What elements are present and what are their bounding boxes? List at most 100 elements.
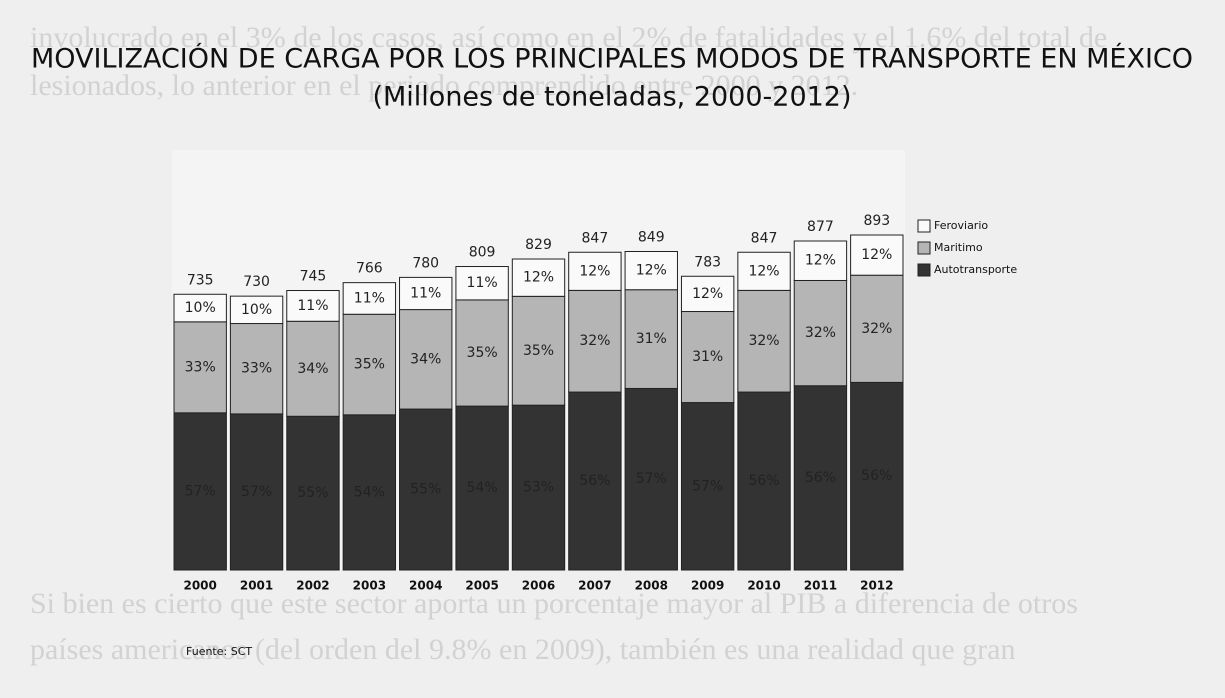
- data-label: 32%: [748, 333, 779, 349]
- data-label: 11%: [354, 290, 385, 306]
- x-tick-label: 2009: [691, 579, 724, 593]
- total-label: 783: [694, 254, 721, 270]
- total-label: 730: [243, 274, 270, 290]
- x-tick-label: 2008: [635, 579, 668, 593]
- bar-segment: [399, 276, 453, 311]
- total-label: 735: [187, 272, 214, 288]
- bar-segment: [680, 275, 735, 313]
- background-text: lesionados, lo anterior en el periodo co…: [30, 69, 858, 102]
- bar-segment: [737, 391, 791, 571]
- data-label: 31%: [636, 331, 667, 347]
- data-label: 35%: [523, 343, 554, 359]
- bar-segment: [793, 240, 848, 281]
- x-tick-label: 2005: [465, 579, 498, 593]
- data-label: 31%: [692, 349, 723, 365]
- bar-segment: [850, 234, 904, 276]
- bar-segment: [793, 385, 848, 571]
- bar-segment: [568, 391, 622, 571]
- data-label: 33%: [241, 361, 272, 377]
- chart-subtitle: (Millones de toneladas, 2000-2012): [372, 82, 851, 113]
- bar-segment: [511, 258, 566, 297]
- total-label: 745: [300, 269, 327, 285]
- legend-swatch: [917, 263, 931, 277]
- bar-segment: [399, 309, 453, 410]
- data-label: 12%: [748, 263, 779, 279]
- x-tick-label: 2010: [747, 579, 780, 593]
- bar-segment: [737, 289, 791, 393]
- bar-segment: [511, 295, 566, 406]
- total-label: 847: [582, 230, 609, 246]
- data-label: 33%: [185, 359, 216, 375]
- data-label: 56%: [748, 473, 779, 489]
- bar-segment: [173, 412, 227, 571]
- total-label: 766: [356, 261, 383, 277]
- bar-segment: [511, 404, 566, 571]
- data-label: 32%: [861, 321, 892, 337]
- total-label: 847: [751, 230, 778, 246]
- x-tick-label: 2006: [522, 579, 555, 593]
- data-label: 57%: [692, 478, 723, 494]
- data-label: 34%: [297, 361, 328, 377]
- bar-segment: [850, 274, 904, 383]
- x-tick-label: 2011: [804, 579, 837, 593]
- legend-swatch: [917, 219, 931, 233]
- source: Fuente: SCT: [186, 645, 252, 658]
- bar-segment: [342, 414, 397, 571]
- bar-segment: [455, 405, 509, 571]
- bar-segment: [850, 381, 904, 571]
- x-tick-label: 2001: [240, 579, 273, 593]
- total-label: 893: [863, 213, 890, 229]
- bar-segment: [680, 311, 735, 404]
- bar-segment: [229, 323, 284, 415]
- background-text: involucrado en el 3% de los casos, así c…: [30, 21, 1107, 54]
- x-tick-label: 2004: [409, 579, 442, 593]
- total-label: 780: [412, 255, 439, 271]
- bar-segment: [173, 293, 227, 323]
- data-label: 32%: [805, 325, 836, 341]
- bar-segment: [455, 266, 509, 301]
- data-label: 35%: [354, 357, 385, 373]
- x-tick-label: 2003: [353, 579, 386, 593]
- bar-segment: [624, 387, 678, 571]
- x-tick-label: 2007: [578, 579, 611, 593]
- data-label: 57%: [185, 483, 216, 499]
- bar-segment: [568, 251, 622, 291]
- bar-segment: [624, 251, 678, 291]
- data-label: 12%: [805, 253, 836, 269]
- x-tick-label: 2012: [860, 579, 893, 593]
- total-label: 877: [807, 219, 834, 235]
- legend-label: Feroviario: [934, 219, 988, 232]
- data-label: 54%: [354, 484, 385, 500]
- data-label: 11%: [297, 298, 328, 314]
- legend-label: Maritimo: [934, 241, 983, 254]
- data-label: 34%: [410, 351, 441, 367]
- background-text: Si bien es cierto que este sector aporta…: [30, 587, 1078, 620]
- data-label: 56%: [805, 470, 836, 486]
- data-label: 11%: [410, 285, 441, 301]
- data-label: 55%: [297, 485, 328, 501]
- background-text: países americanos (del orden del 9.8% en…: [30, 633, 1015, 666]
- bar-segment: [229, 295, 284, 325]
- data-label: 10%: [241, 302, 272, 318]
- bar-segment: [342, 282, 397, 315]
- data-label: 32%: [579, 333, 610, 349]
- bar-segment: [455, 299, 509, 407]
- bar-segment: [286, 320, 340, 417]
- bar-segment: [399, 408, 453, 571]
- data-label: 55%: [410, 482, 441, 498]
- total-label: 809: [469, 245, 496, 261]
- total-label: 829: [525, 237, 552, 253]
- data-label: 56%: [861, 468, 892, 484]
- data-label: 12%: [692, 286, 723, 302]
- bar-segment: [737, 251, 791, 291]
- data-label: 10%: [185, 300, 216, 316]
- legend-swatch: [917, 241, 931, 255]
- data-label: 35%: [467, 345, 498, 361]
- total-label: 849: [638, 230, 665, 246]
- data-label: 57%: [636, 471, 667, 487]
- bar-segment: [568, 289, 622, 393]
- bar-segment: [286, 415, 340, 571]
- bar-segment: [342, 313, 397, 416]
- bar-segment: [680, 402, 735, 571]
- data-label: 12%: [636, 263, 667, 279]
